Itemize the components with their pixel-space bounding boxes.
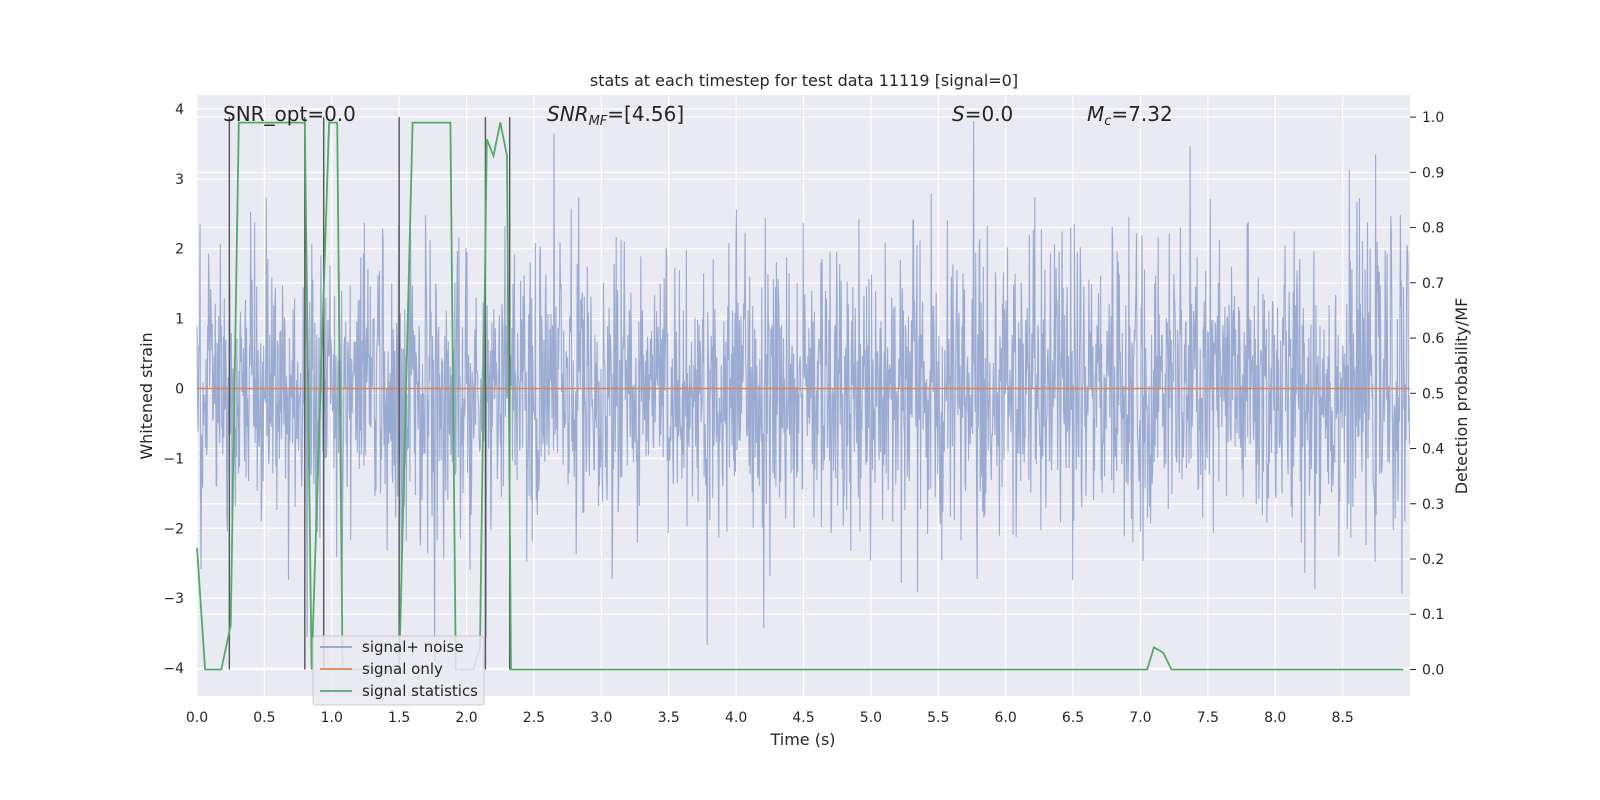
y-right-tick-label: 0.0 — [1422, 662, 1444, 678]
annotation-mc: Mc=7.32 — [1087, 102, 1173, 129]
y-left-tick-label: −2 — [163, 521, 184, 537]
legend: signal+ noise signal only signal statist… — [312, 635, 485, 706]
x-tick-label: 4.5 — [792, 710, 814, 726]
y-left-ticks: 4 3 2 1 0 −1 −2 −3 −4 — [163, 102, 184, 677]
y-right-ticks: 1.0 0.9 0.8 0.7 0.6 0.5 0.4 0.3 0.2 0.1 0.0 — [1410, 110, 1444, 678]
x-tick-label: 5.5 — [927, 710, 949, 726]
legend-label-signal-only: signal only — [362, 660, 443, 678]
x-tick-label: 1.0 — [321, 710, 343, 726]
legend-box — [312, 635, 485, 706]
y-right-tick-label: 0.4 — [1422, 442, 1444, 458]
x-ticks: 0.0 0.5 1.0 1.5 2.0 2.5 3.0 3.5 4.0 4.5 5.0 5.5 6.0 6… — [186, 710, 1354, 726]
y-left-tick-label: −1 — [163, 451, 184, 467]
y-left-tick-label: 3 — [175, 172, 184, 188]
annotation-snr-mf: SNRMF=[4.56] — [547, 102, 684, 129]
y-left-tick-label: 2 — [175, 242, 184, 258]
x-tick-label: 4.0 — [725, 710, 747, 726]
x-tick-label: 6.0 — [995, 710, 1017, 726]
y-right-axis-label: Detection probability/MF — [1452, 298, 1471, 495]
x-tick-label: 6.5 — [1062, 710, 1084, 726]
y-right-tick-label: 0.7 — [1422, 276, 1444, 292]
y-right-tick-label: 0.8 — [1422, 221, 1444, 237]
y-left-tick-label: −4 — [163, 661, 184, 677]
y-right-tick-label: 0.6 — [1422, 331, 1444, 347]
x-tick-label: 0.5 — [253, 710, 275, 726]
y-left-tick-label: −3 — [163, 591, 184, 607]
y-right-tick-label: 0.3 — [1422, 497, 1444, 513]
x-tick-label: 8.5 — [1331, 710, 1353, 726]
annotation-s: S=0.0 — [952, 102, 1013, 126]
x-tick-label: 3.5 — [658, 710, 680, 726]
x-axis-label: Time (s) — [769, 730, 835, 749]
x-tick-label: 7.5 — [1197, 710, 1219, 726]
y-right-tick-label: 0.1 — [1422, 607, 1444, 623]
y-left-tick-label: 4 — [175, 102, 184, 118]
legend-label-signal-noise: signal+ noise — [362, 638, 464, 656]
y-right-tick-label: 1.0 — [1422, 110, 1444, 126]
x-tick-label: 2.0 — [455, 710, 477, 726]
legend-label-signal-statistics: signal statistics — [362, 682, 478, 700]
x-tick-label: 3.0 — [590, 710, 612, 726]
y-left-tick-label: 0 — [175, 382, 184, 398]
x-tick-label: 1.5 — [388, 710, 410, 726]
vertical-markers — [228, 117, 511, 670]
x-tick-label: 7.0 — [1129, 710, 1151, 726]
annotation-snr-opt: SNR_opt=0.0 — [223, 102, 356, 126]
y-left-axis-label: Whitened strain — [137, 332, 156, 459]
y-right-tick-label: 0.9 — [1422, 165, 1444, 181]
signal-statistics-line — [196, 121, 1404, 671]
x-tick-label: 8.0 — [1264, 710, 1286, 726]
chart-title: stats at each timestep for test data 111… — [590, 71, 1018, 90]
y-left-tick-label: 1 — [175, 312, 184, 328]
signal-statistics-series — [196, 121, 1404, 671]
x-tick-label: 5.0 — [860, 710, 882, 726]
y-right-tick-label: 0.5 — [1422, 386, 1444, 402]
x-tick-label: 0.0 — [186, 710, 208, 726]
y-right-tick-label: 0.2 — [1422, 552, 1444, 568]
x-tick-label: 2.5 — [523, 710, 545, 726]
